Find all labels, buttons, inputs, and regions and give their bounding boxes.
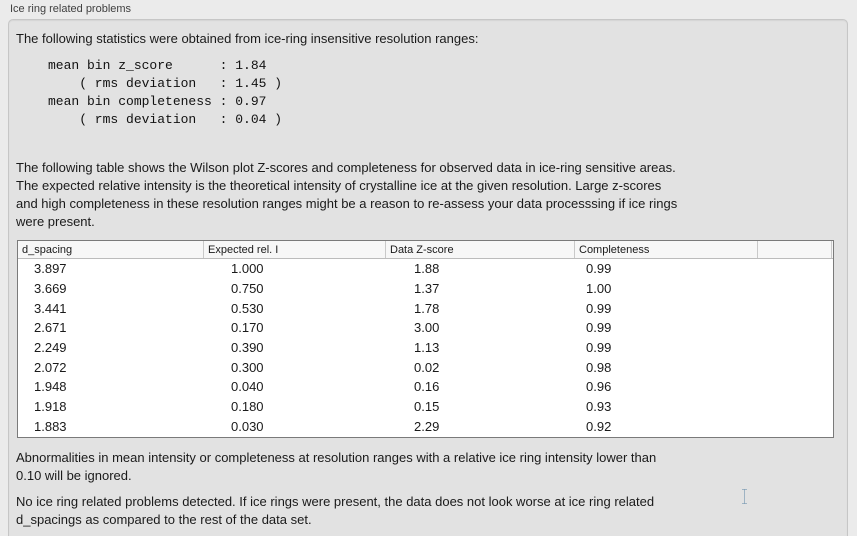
table-cell: 1.88 [414,261,440,277]
table-cell: 0.030 [231,418,264,434]
column-header-expected-rel-i[interactable]: Expected rel. I [204,241,386,258]
table-cell: 2.29 [414,418,440,434]
column-header-data-z-score[interactable]: Data Z-score [386,241,575,258]
table-cell: 1.918 [34,399,67,415]
table-cell: 0.99 [586,300,612,316]
table-cell: 1.78 [414,300,440,316]
table-cell: 1.00 [586,281,612,297]
table-cell: 0.92 [586,418,612,434]
panel-title: Ice ring related problems [10,3,132,15]
table-row[interactable]: 3.669 0.750 1.37 1.00 [18,279,833,299]
table-row[interactable]: 2.072 0.300 0.02 0.98 [18,357,833,377]
table-cell: 0.750 [231,281,264,297]
table-cell: 0.98 [586,359,612,375]
table-cell: 3.441 [34,300,67,316]
column-header-d-spacing[interactable]: d_spacing [18,241,204,258]
table-cell: 2.249 [34,340,67,356]
table-cell: 3.897 [34,261,67,277]
column-header-spacer-end [832,241,836,258]
table-cell: 1.883 [34,418,67,434]
stats-intro-text: The following statistics were obtained f… [16,31,479,46]
ibeam-text-cursor [742,489,747,504]
table-cell: 1.37 [414,281,440,297]
table-cell: 0.02 [414,359,440,375]
table-row[interactable]: 1.948 0.040 0.16 0.96 [18,377,833,397]
table-cell: 0.16 [414,379,440,395]
table-cell: 0.96 [586,379,612,395]
table-row[interactable]: 1.918 0.180 0.15 0.93 [18,397,833,417]
column-header-spacer [758,241,832,258]
table-row[interactable]: 3.441 0.530 1.78 0.99 [18,298,833,318]
table-cell: 2.072 [34,359,67,375]
table-cell: 3.00 [414,320,440,336]
table-cell: 0.530 [231,300,264,316]
table-body: 3.897 1.000 1.88 0.99 3.669 0.750 1.37 1.00 3.44… [18,259,833,436]
table-cell: 0.15 [414,399,440,415]
table-cell: 1.13 [414,340,440,356]
table-header-row: d_spacing Expected rel. I Data Z-score C… [18,241,833,259]
table-cell: 1.948 [34,379,67,395]
stats-summary-block: mean bin z_score : 1.84 ( rms deviation … [48,58,283,127]
table-cell: 0.170 [231,320,264,336]
table-row[interactable]: 2.249 0.390 1.13 0.99 [18,338,833,358]
table-cell: 0.040 [231,379,264,395]
ice-ring-table[interactable]: d_spacing Expected rel. I Data Z-score C… [17,240,834,438]
table-cell: 0.99 [586,320,612,336]
table-cell: 1.000 [231,261,264,277]
table-cell: 0.93 [586,399,612,415]
table-cell: 0.99 [586,340,612,356]
table-cell: 0.99 [586,261,612,277]
table-cell: 0.300 [231,359,264,375]
table-description-text: The following table shows the Wilson plo… [16,160,678,229]
table-cell: 0.390 [231,340,264,356]
abnormalities-note-text: Abnormalities in mean intensity or compl… [16,450,657,483]
table-cell: 3.669 [34,281,67,297]
table-row[interactable]: 1.883 0.030 2.29 0.92 [18,417,833,437]
conclusion-text: No ice ring related problems detected. I… [16,494,655,527]
table-cell: 2.671 [34,320,67,336]
table-row[interactable]: 2.671 0.170 3.00 0.99 [18,318,833,338]
column-header-completeness[interactable]: Completeness [575,241,758,258]
table-row[interactable]: 3.897 1.000 1.88 0.99 [18,259,833,279]
table-cell: 0.180 [231,399,264,415]
